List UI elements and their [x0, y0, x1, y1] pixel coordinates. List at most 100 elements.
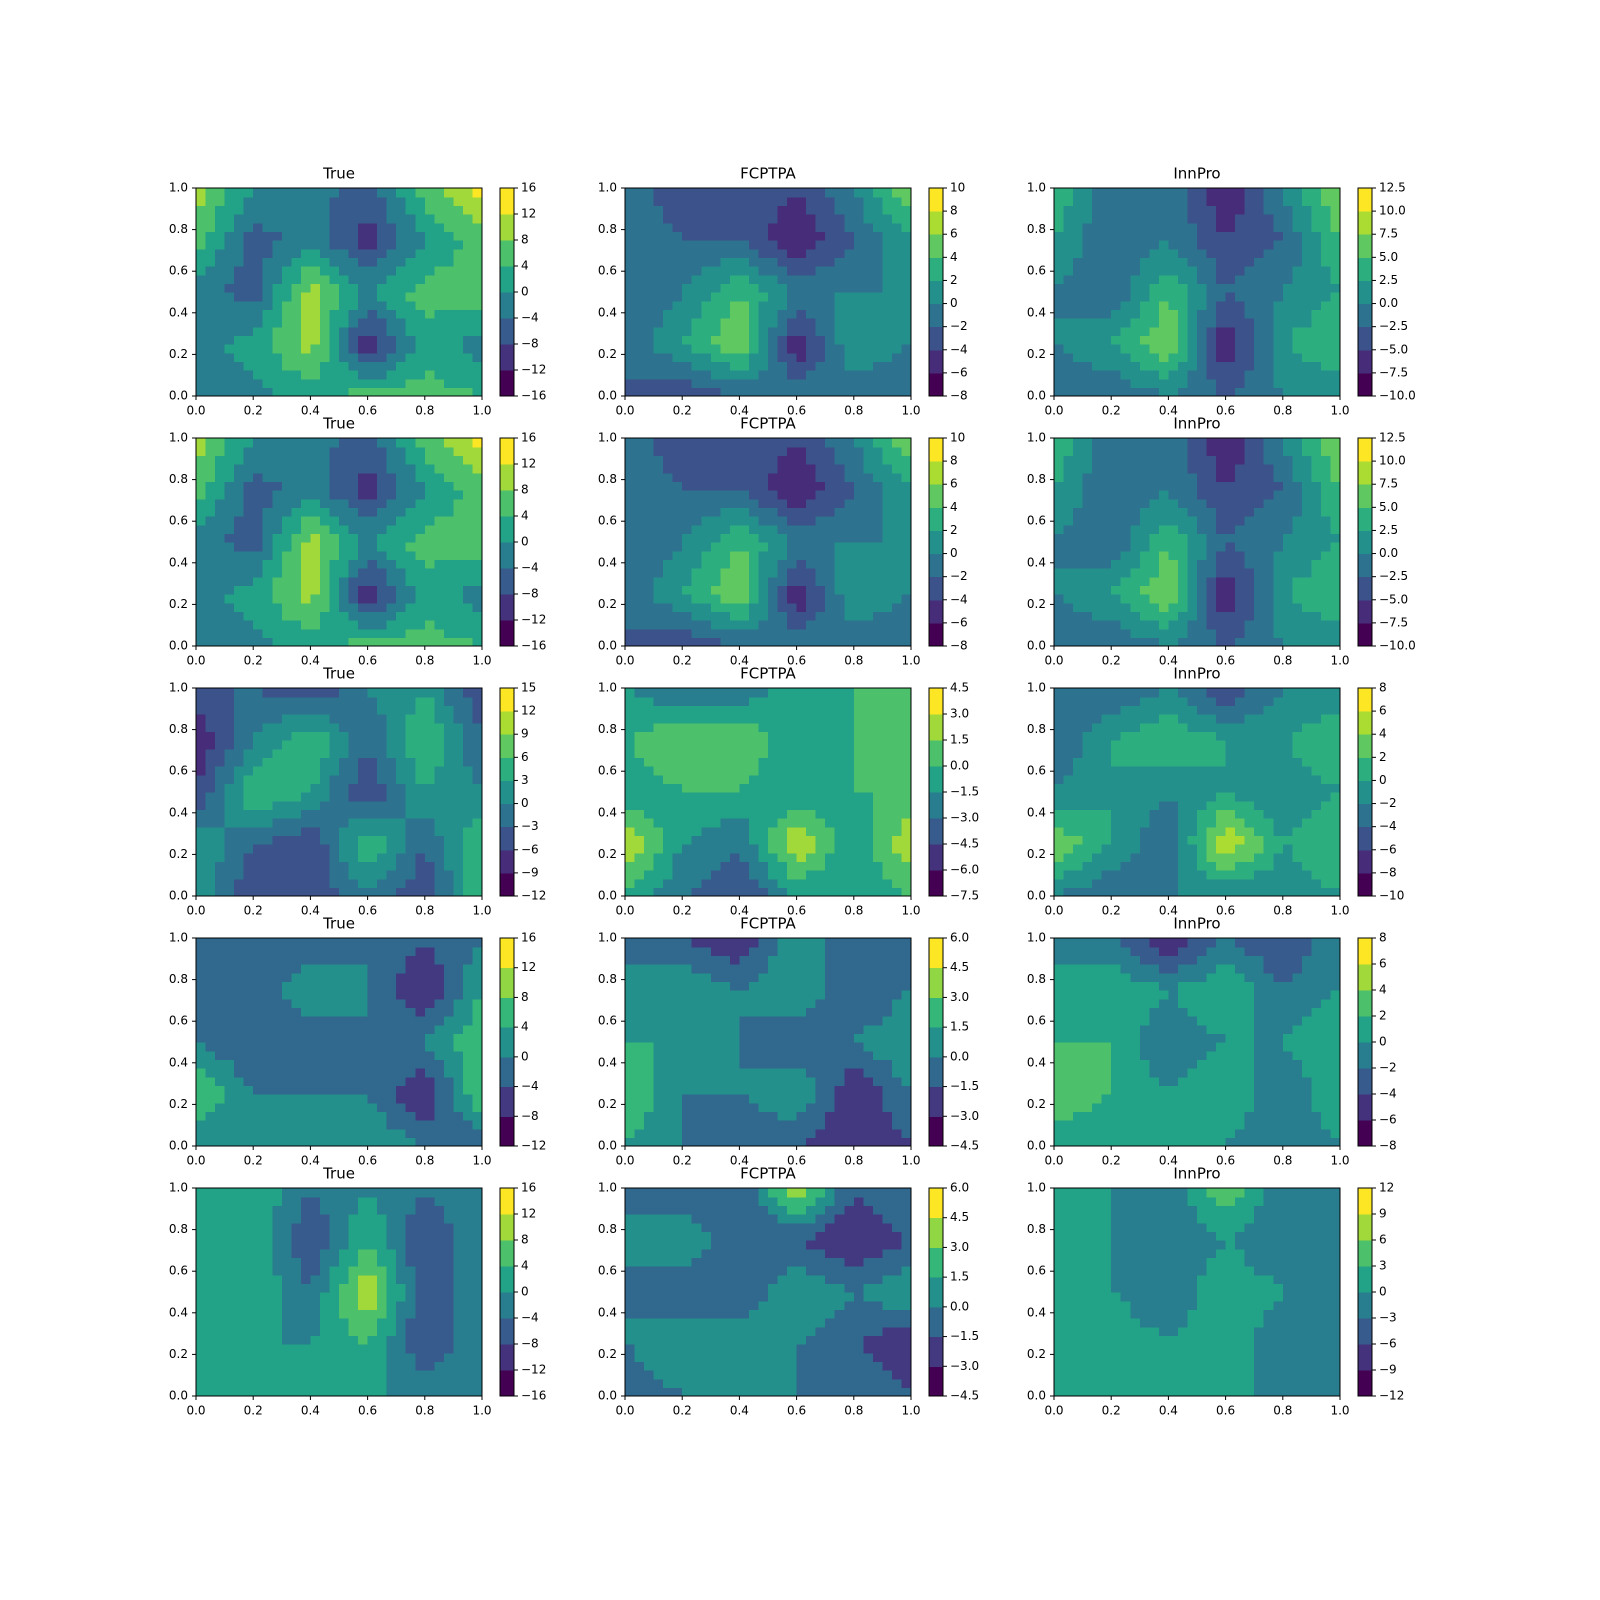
contour-cell [262, 576, 273, 586]
contour-cell [367, 628, 378, 638]
contour-cell [196, 585, 207, 595]
contour-cell [1101, 576, 1112, 586]
contour-cell [1092, 637, 1103, 647]
contour-cell [1197, 248, 1208, 258]
contour-cell [634, 611, 645, 621]
contour-cell [1130, 594, 1141, 604]
contour-cell [319, 231, 331, 241]
contour-cell [224, 481, 235, 491]
contour-cell [281, 568, 292, 578]
contour-cell [891, 352, 903, 362]
contour-cell [872, 542, 883, 552]
contour-cell [710, 585, 721, 595]
contour-cell [1311, 292, 1322, 302]
contour-cell [1292, 533, 1303, 543]
contour-cell [1320, 335, 1332, 345]
contour-cell [787, 292, 798, 302]
contour-cell [1301, 231, 1312, 241]
contour-cell [1111, 344, 1122, 354]
contour-cell [405, 292, 416, 302]
contour-cell [1120, 300, 1131, 310]
contour-cell [462, 455, 474, 465]
contour-cell [453, 576, 464, 586]
contour-cell [682, 568, 693, 578]
contour-cell [891, 361, 903, 371]
contour-cell [853, 576, 864, 586]
contour-cell [405, 344, 416, 354]
contour-cell [377, 274, 388, 284]
contour-cell [1158, 196, 1169, 206]
contour-cell [243, 257, 254, 267]
contour-cell [386, 266, 397, 276]
contour-cell [339, 446, 350, 456]
contour-cell [281, 594, 292, 604]
contour-cell [882, 507, 893, 517]
contour-cell [462, 887, 474, 897]
contour-cell [701, 196, 712, 206]
contour-cell [748, 507, 760, 517]
contour-cell [1101, 378, 1112, 388]
contour-cell [1063, 576, 1074, 586]
contour-cell [758, 370, 769, 380]
contour-cell [358, 446, 369, 456]
contour-cell [1282, 274, 1293, 284]
contour-cell [1282, 300, 1293, 310]
contour-cell [253, 222, 264, 232]
contour-cell [1197, 344, 1208, 354]
contour-cell [1073, 620, 1084, 630]
contour-cell [243, 594, 254, 604]
contour-cell [215, 559, 226, 569]
contour-cell [253, 266, 264, 276]
contour-cell [863, 516, 874, 526]
contour-cell [625, 576, 636, 586]
contour-cell [853, 481, 864, 491]
contour-cell [1120, 214, 1131, 224]
contour-cell [300, 524, 311, 534]
contour-cell [1177, 481, 1189, 491]
contour-cell [853, 637, 864, 647]
contour-cell [319, 318, 331, 328]
contour-cell [205, 481, 216, 491]
contour-cell [653, 602, 664, 612]
contour-cell [787, 585, 798, 595]
contour-cell [1082, 196, 1093, 206]
contour-cell [424, 835, 435, 845]
contour-cell [1177, 455, 1189, 465]
contour-cell [424, 826, 435, 836]
contour-cell [653, 524, 664, 534]
contour-cell [1311, 446, 1322, 456]
contour-cell [329, 335, 340, 345]
contour-cell [739, 352, 750, 362]
contour-cell [634, 637, 645, 647]
contour-cell [1158, 231, 1169, 241]
contour-cell [339, 248, 350, 258]
y-tick-label: 0.0 [169, 639, 188, 653]
contour-cell [319, 852, 331, 862]
contour-cell [281, 464, 292, 474]
contour-cell [300, 188, 311, 198]
contour-cell [701, 611, 712, 621]
contour-cell [300, 792, 311, 802]
contour-cell [424, 533, 435, 543]
contour-cell [1216, 455, 1227, 465]
contour-cell [634, 542, 645, 552]
contour-cell [891, 274, 903, 284]
contour-cell [1206, 533, 1217, 543]
contour-cell [472, 887, 483, 897]
contour-cell [1092, 481, 1103, 491]
contour-cell [1054, 550, 1065, 560]
contour-cell [358, 826, 369, 836]
contour-cell [634, 344, 645, 354]
contour-cell [291, 490, 302, 500]
contour-cell [796, 602, 807, 612]
contour-cell [1063, 507, 1074, 517]
contour-cell [377, 257, 388, 267]
contour-cell [434, 835, 445, 845]
contour-cell [834, 300, 845, 310]
contour-cell [691, 611, 702, 621]
contour-cell [748, 335, 760, 345]
contour-cell [1073, 335, 1084, 345]
contour-cell [243, 214, 254, 224]
contour-cell [329, 248, 340, 258]
contour-cell [453, 507, 464, 517]
